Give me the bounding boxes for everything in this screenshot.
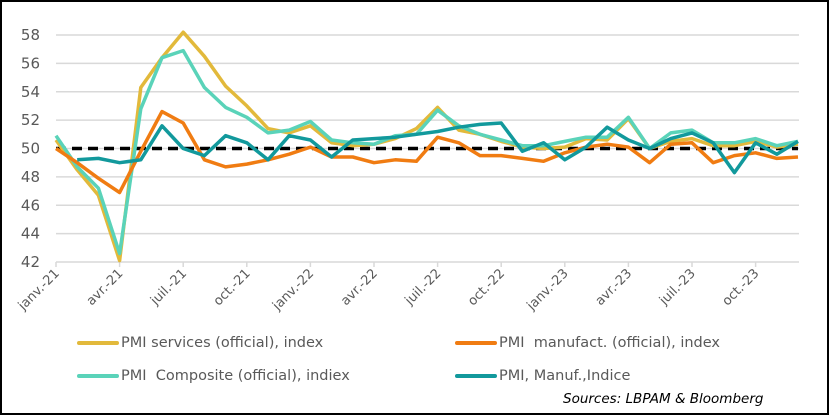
legend-item-manuf-indice: PMI, Manuf.,Indice	[455, 368, 630, 384]
legend-swatch-services	[77, 341, 119, 345]
x-tick-label: juil.-22	[402, 266, 445, 309]
legend-item-services: PMI services (official), index	[77, 335, 323, 351]
y-tick-label: 52	[21, 111, 40, 129]
legend-label-services: PMI services (official), index	[121, 335, 324, 351]
legend-swatch-manuf-indice	[455, 374, 497, 378]
y-tick-label: 48	[21, 168, 40, 186]
y-tick-label: 50	[21, 140, 40, 158]
x-tick-label: janv.-22	[269, 266, 317, 314]
legend-item-manufact: PMI manufact. (official), index	[455, 335, 720, 351]
legend-swatch-manufact	[455, 341, 497, 345]
y-tick-label: 58	[21, 26, 40, 44]
series-line-0	[54, 30, 799, 263]
y-tick-label: 54	[21, 83, 40, 101]
x-tick-label: juil.-21	[147, 266, 190, 309]
x-tick-label: oct.-23	[720, 266, 763, 309]
x-tick-label: avr.-23	[593, 266, 636, 309]
legend-label-composite: PMI Composite (official), indiex	[121, 368, 350, 384]
y-tick-label: 42	[21, 253, 40, 271]
x-tick-label: oct.-22	[465, 266, 508, 309]
legend-item-composite: PMI Composite (official), indiex	[77, 368, 350, 384]
x-tick-label: oct.-21	[211, 266, 254, 309]
x-tick-label: juil.-23	[656, 266, 699, 309]
legend-label-manuf-indice: PMI, Manuf.,Indice	[499, 368, 631, 384]
series-line-2	[54, 48, 799, 256]
x-tick-label: avr.-21	[84, 266, 127, 309]
y-tick-label: 46	[21, 196, 40, 214]
legend-swatch-composite	[77, 374, 119, 378]
series-line-1	[55, 109, 799, 195]
x-tick-label: avr.-22	[338, 266, 381, 309]
y-tick-label: 44	[21, 225, 40, 243]
x-tick-label: janv.-23	[524, 266, 572, 314]
y-tick-label: 56	[21, 54, 40, 72]
source-note: Sources: LBPAM & Bloomberg	[563, 391, 764, 407]
x-tick-label: janv.-21	[15, 266, 63, 314]
legend-label-manufact: PMI manufact. (official), index	[499, 335, 721, 351]
